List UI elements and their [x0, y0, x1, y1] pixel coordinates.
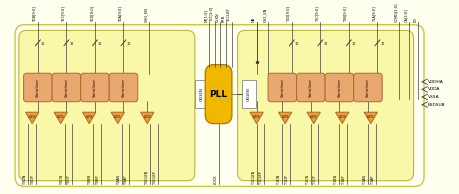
Text: T1D[9:0]: T1D[9:0]: [286, 6, 290, 22]
Text: Serializer: Serializer: [121, 78, 125, 97]
FancyBboxPatch shape: [23, 73, 52, 102]
Text: PLL: PLL: [209, 90, 227, 99]
FancyBboxPatch shape: [52, 73, 80, 102]
Text: 10: 10: [41, 42, 45, 46]
Text: T1C[9:0]: T1C[9:0]: [315, 6, 319, 22]
Text: T0DP: T0DP: [31, 176, 35, 184]
Polygon shape: [249, 112, 263, 124]
Text: T0DN: T0DN: [23, 175, 28, 184]
Polygon shape: [306, 112, 319, 124]
Text: T0BN: T0BN: [88, 175, 92, 184]
Text: MI[1:0]: MI[1:0]: [204, 9, 207, 22]
Text: T0CN: T0CN: [59, 175, 63, 184]
Text: CH1_EN: CH1_EN: [263, 8, 267, 22]
Text: T1CP: T1CP: [313, 176, 317, 184]
Text: CA[2:0]: CA[2:0]: [403, 8, 407, 22]
Text: T0AP: T0AP: [124, 176, 128, 184]
Text: VSSA: VSSA: [427, 95, 438, 99]
Text: LVDS: LVDS: [338, 115, 345, 119]
Text: LVDS: LVDS: [252, 115, 260, 119]
Text: T0D[9:0]: T0D[9:0]: [90, 6, 94, 22]
Polygon shape: [25, 112, 39, 124]
Text: T1CN: T1CN: [305, 175, 309, 184]
Text: RFB: RFB: [221, 15, 225, 22]
Text: T1B[9:0]: T1B[9:0]: [343, 6, 347, 22]
Text: TST[3:0]: TST[3:0]: [209, 7, 213, 22]
Text: Serializer: Serializer: [336, 78, 341, 97]
FancyBboxPatch shape: [325, 73, 353, 102]
Text: LVDS: LVDS: [281, 115, 288, 119]
Bar: [242, 80, 255, 108]
Text: CCMD[2:0]: CCMD[2:0]: [393, 2, 397, 22]
Text: PD: PD: [413, 17, 416, 22]
Text: T0AN: T0AN: [117, 176, 120, 184]
Text: T0BP: T0BP: [95, 176, 100, 184]
Text: 10: 10: [98, 42, 102, 46]
Text: Serializer: Serializer: [93, 78, 97, 97]
Text: T1CLKN: T1CLKN: [251, 171, 255, 184]
Text: CHO_EN: CHO_EN: [144, 7, 148, 22]
Bar: [194, 80, 207, 108]
FancyBboxPatch shape: [205, 65, 231, 124]
Text: T1BN: T1BN: [334, 175, 338, 184]
FancyBboxPatch shape: [15, 25, 423, 186]
Polygon shape: [364, 112, 376, 124]
Polygon shape: [335, 112, 348, 124]
Text: LVDS: LVDS: [143, 115, 151, 119]
Text: T0B[9:0]: T0B[9:0]: [33, 6, 37, 22]
Text: Serializer: Serializer: [308, 78, 312, 97]
Text: VDDA: VDDA: [427, 87, 439, 91]
Text: 10: 10: [294, 42, 298, 46]
Polygon shape: [111, 112, 124, 124]
Text: LOCK: LOCK: [213, 175, 217, 184]
Polygon shape: [83, 112, 95, 124]
FancyBboxPatch shape: [19, 30, 194, 181]
Text: NB: NB: [251, 17, 255, 22]
Text: T0CLKP: T0CLKP: [226, 8, 230, 22]
Text: ESDSUB: ESDSUB: [427, 103, 444, 107]
Text: 10: 10: [323, 42, 327, 46]
Text: T0A[9:0]: T0A[9:0]: [118, 6, 122, 22]
Text: T1AP: T1AP: [370, 176, 374, 184]
Text: T0CLKP: T0CLKP: [152, 172, 157, 184]
Text: T1DN: T1DN: [277, 175, 281, 184]
FancyBboxPatch shape: [353, 73, 381, 102]
Text: VDDHA: VDDHA: [427, 80, 442, 84]
Text: Serializer: Serializer: [36, 78, 40, 97]
Polygon shape: [54, 112, 67, 124]
Text: T0C[9:0]: T0C[9:0]: [62, 6, 65, 22]
Text: 10: 10: [351, 42, 355, 46]
Text: LVDS: LVDS: [85, 115, 93, 119]
Text: T1A[9:0]: T1A[9:0]: [372, 6, 375, 22]
Polygon shape: [140, 112, 154, 124]
Text: T0CP: T0CP: [67, 176, 71, 184]
Text: 10: 10: [126, 42, 130, 46]
Text: LVDS: LVDS: [114, 115, 121, 119]
Text: 10: 10: [380, 42, 384, 46]
Text: T1BP: T1BP: [341, 176, 345, 184]
Text: T0CLKN: T0CLKN: [145, 171, 149, 184]
Text: Serializer: Serializer: [64, 78, 68, 97]
Text: LVDS: LVDS: [28, 115, 36, 119]
Text: T1DP: T1DP: [284, 176, 288, 184]
Text: 10: 10: [69, 42, 73, 46]
FancyBboxPatch shape: [268, 73, 296, 102]
FancyBboxPatch shape: [80, 73, 109, 102]
Text: T1AN: T1AN: [362, 176, 366, 184]
Text: LVDS: LVDS: [366, 115, 374, 119]
Text: T1CLKP: T1CLKP: [259, 172, 263, 184]
Text: LVDS: LVDS: [57, 115, 64, 119]
Text: CKGEN: CKGEN: [199, 87, 203, 101]
Text: LVDS: LVDS: [309, 115, 317, 119]
Text: CKGEN: CKGEN: [246, 87, 251, 101]
Polygon shape: [278, 112, 291, 124]
Text: Serializer: Serializer: [365, 78, 369, 97]
Text: Serializer: Serializer: [280, 78, 284, 97]
FancyBboxPatch shape: [237, 30, 413, 181]
Text: CLKN: CLKN: [215, 12, 219, 22]
FancyBboxPatch shape: [296, 73, 325, 102]
FancyBboxPatch shape: [109, 73, 137, 102]
